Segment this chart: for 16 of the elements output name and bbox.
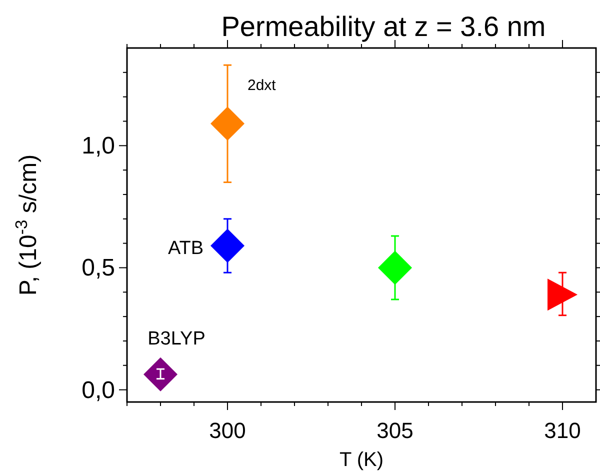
point: [210, 106, 244, 141]
series-label: ATB: [168, 238, 204, 259]
x-tick-label: 310: [544, 418, 581, 443]
y-tick-label: 0,0: [82, 376, 115, 404]
point: [210, 228, 244, 263]
point: [378, 250, 412, 285]
chart-title: Permeability at z = 3.6 nm: [221, 11, 546, 42]
y-tick-label: 0,5: [82, 254, 115, 282]
x-tick-label: 305: [376, 418, 414, 443]
point: [548, 278, 578, 311]
series-label: B3LYP: [148, 328, 206, 350]
point: [144, 357, 178, 392]
x-tick-label: 300: [209, 418, 246, 443]
x-axis-title: T (K): [339, 449, 384, 471]
series-label: 2dxt: [248, 77, 277, 94]
y-tick-label: 1,0: [82, 132, 115, 160]
